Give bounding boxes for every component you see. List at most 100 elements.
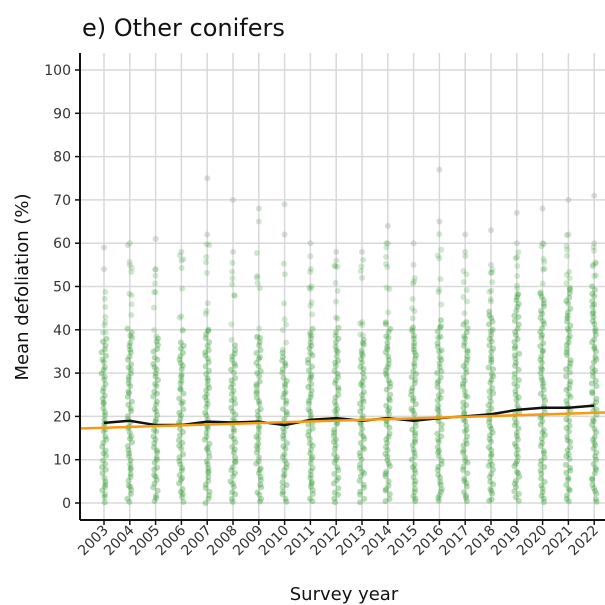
data-point — [99, 356, 106, 363]
data-point — [232, 439, 239, 446]
data-point — [410, 474, 417, 481]
data-point — [385, 334, 392, 341]
data-point — [101, 412, 108, 419]
data-point — [511, 380, 518, 387]
data-point — [283, 378, 290, 385]
data-point — [309, 325, 316, 332]
data-point — [307, 468, 314, 475]
data-point — [281, 451, 288, 458]
data-point — [540, 241, 547, 248]
data-point — [412, 498, 419, 505]
data-point — [229, 443, 236, 450]
data-point — [180, 256, 187, 263]
data-point — [360, 256, 367, 263]
data-point — [411, 439, 418, 446]
data-point — [537, 421, 544, 428]
data-point — [489, 461, 496, 468]
data-point — [593, 466, 600, 473]
data-point — [412, 429, 419, 436]
data-point — [490, 345, 497, 352]
data-point — [357, 363, 364, 370]
data-point — [256, 466, 263, 473]
data-point — [486, 342, 493, 349]
data-point — [515, 377, 522, 384]
data-point — [589, 369, 596, 376]
data-point — [357, 421, 364, 428]
data-point — [204, 375, 211, 382]
data-point — [308, 381, 315, 388]
data-point — [307, 391, 314, 398]
data-point — [460, 321, 467, 328]
data-point — [232, 454, 239, 461]
data-point — [563, 349, 570, 356]
data-point — [488, 405, 495, 412]
data-point — [128, 329, 135, 336]
data-point — [283, 498, 290, 505]
data-point — [257, 465, 264, 472]
data-point — [434, 383, 441, 390]
data-point — [282, 445, 289, 452]
data-point — [566, 332, 573, 339]
data-point — [463, 369, 470, 376]
data-point — [589, 481, 596, 488]
data-point — [438, 368, 445, 375]
data-point — [460, 467, 467, 474]
data-point — [387, 325, 394, 332]
data-point — [280, 425, 287, 432]
data-point — [590, 445, 597, 452]
data-point — [100, 450, 107, 457]
data-point — [127, 461, 134, 468]
outlier-point — [204, 175, 211, 182]
data-point — [461, 489, 468, 496]
data-point — [125, 482, 132, 489]
data-point — [151, 459, 158, 466]
data-point — [177, 476, 184, 483]
data-point — [589, 476, 596, 483]
data-point — [153, 333, 160, 340]
y-axis-label: Mean defoliation (%) — [12, 194, 33, 381]
data-point — [335, 384, 342, 391]
data-point — [283, 321, 290, 328]
data-point — [437, 374, 444, 381]
data-point — [563, 425, 570, 432]
data-point — [228, 467, 235, 474]
data-point — [488, 451, 495, 458]
data-point — [305, 406, 312, 413]
data-point — [332, 456, 339, 463]
data-point — [565, 335, 572, 342]
data-point — [487, 296, 494, 303]
data-point — [178, 377, 185, 384]
data-point — [514, 325, 521, 332]
data-point — [488, 328, 495, 335]
data-point — [281, 316, 288, 323]
data-point — [206, 384, 213, 391]
data-point — [359, 359, 366, 366]
data-point — [438, 421, 445, 428]
data-point — [385, 433, 392, 440]
data-point — [126, 498, 133, 505]
data-point — [487, 458, 494, 465]
data-point — [592, 496, 599, 503]
data-point — [305, 421, 312, 428]
data-point — [593, 348, 600, 355]
data-point — [512, 355, 519, 362]
data-point — [589, 475, 596, 482]
data-point — [280, 443, 287, 450]
data-point — [99, 329, 106, 336]
data-point — [127, 483, 134, 490]
data-point — [280, 429, 287, 436]
data-point — [461, 454, 468, 461]
data-point — [563, 341, 570, 348]
data-point — [332, 380, 339, 387]
data-point — [231, 292, 238, 299]
data-point — [511, 317, 518, 324]
data-point — [409, 426, 416, 433]
data-point — [538, 359, 545, 366]
data-point — [361, 445, 368, 452]
data-point — [511, 370, 518, 377]
data-point — [127, 383, 134, 390]
data-point — [435, 402, 442, 409]
data-point — [99, 395, 106, 402]
data-point — [516, 473, 523, 480]
outlier-point — [255, 218, 262, 225]
